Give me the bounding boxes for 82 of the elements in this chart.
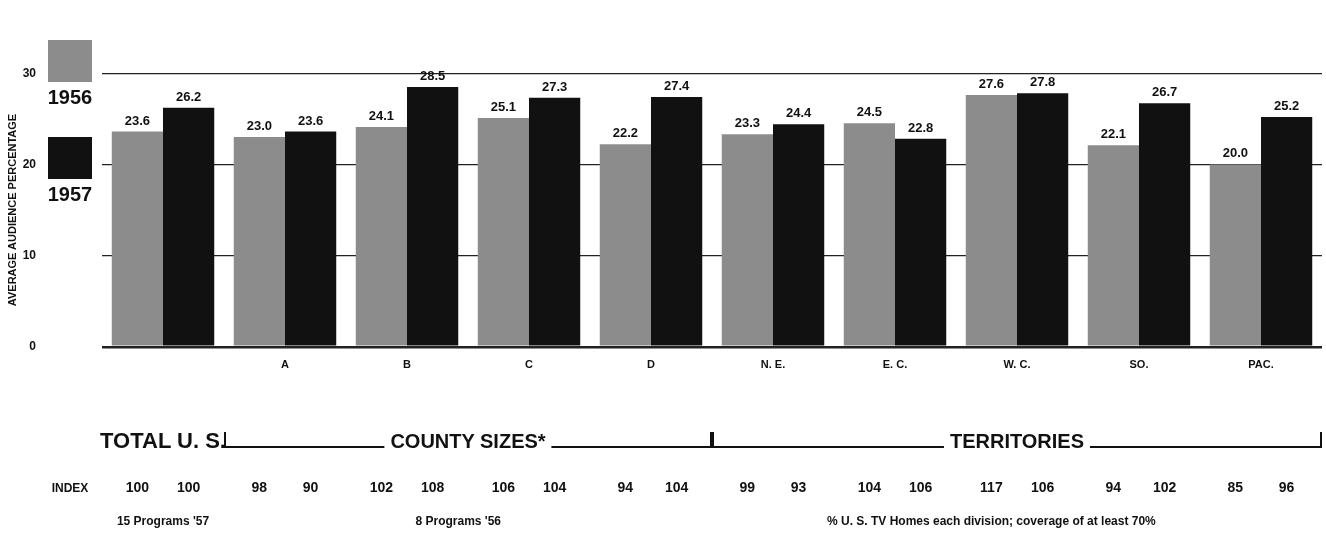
legend-label: 1957	[46, 183, 94, 206]
data-label: 27.6	[978, 76, 1005, 92]
x-tick-label: SO.	[1129, 358, 1149, 371]
data-label: 23.6	[297, 112, 324, 128]
text: 98	[251, 479, 268, 495]
text: % U. S. TV Homes each division; coverage of at least 70%	[826, 514, 1156, 528]
data-label: 23.6	[124, 112, 151, 128]
data-label: 25.1	[490, 98, 517, 114]
text: 100	[176, 479, 201, 495]
text: 108	[420, 479, 445, 495]
y-tick-label: 30	[22, 65, 37, 80]
text: TOTAL U. S.	[100, 428, 226, 453]
x-tick-label: W. C.	[1003, 358, 1031, 371]
text: 90	[302, 479, 319, 495]
bar	[111, 131, 163, 346]
bar	[721, 134, 773, 346]
x-tick-label: E. C.	[882, 358, 908, 371]
data-label: 24.5	[856, 104, 883, 120]
y-tick-label: 10	[22, 247, 37, 262]
data-label: 23.3	[734, 115, 761, 131]
text: 106	[908, 479, 933, 495]
data-label: 26.2	[175, 88, 202, 104]
bar	[233, 137, 285, 346]
x-tick-label: A	[281, 358, 290, 371]
bar	[529, 97, 581, 346]
y-tick-label: 20	[22, 156, 37, 171]
text: 94	[617, 479, 634, 495]
text: 104	[857, 479, 882, 495]
bar	[843, 123, 895, 346]
bar	[285, 131, 337, 346]
data-label: 24.4	[785, 105, 813, 121]
bar	[651, 96, 703, 346]
text: 15 Programs '57	[116, 514, 210, 528]
text: 94	[1105, 479, 1122, 495]
text: 85	[1227, 479, 1244, 495]
text: 99	[739, 479, 756, 495]
bar	[1087, 145, 1139, 346]
text: 104	[664, 479, 689, 495]
data-label: 26.7	[1151, 84, 1178, 100]
text: INDEX	[51, 481, 89, 495]
x-tick-label: N. E.	[760, 358, 786, 371]
data-label: 22.8	[907, 119, 934, 135]
data-label: 22.2	[612, 125, 639, 141]
data-label: 23.0	[246, 118, 273, 134]
x-tick-label: C	[525, 358, 534, 371]
data-label: 27.4	[663, 77, 691, 93]
text: 104	[542, 479, 567, 495]
text: 8 Programs '56	[415, 514, 502, 528]
text: COUNTY SIZES*	[390, 430, 546, 452]
text: 93	[790, 479, 807, 495]
bar	[965, 95, 1017, 346]
text: TERRITORIES	[949, 430, 1085, 452]
data-label: 27.8	[1029, 74, 1056, 90]
x-tick-label: D	[647, 358, 656, 371]
legend-label: 1956	[46, 86, 94, 109]
data-label: 25.2	[1273, 98, 1300, 114]
x-tick-label: B	[403, 358, 412, 371]
data-label: 27.3	[541, 78, 568, 94]
bar	[1261, 116, 1313, 346]
bar	[1139, 103, 1191, 346]
bar	[477, 117, 529, 346]
text: 96	[1278, 479, 1295, 495]
text: 117	[980, 479, 1003, 495]
y-axis-title: AVERAGE AUDIENCE PERCENTAGE	[5, 113, 18, 307]
text: 106	[1030, 479, 1055, 495]
x-tick-label: PAC.	[1248, 358, 1274, 371]
bar	[407, 86, 459, 346]
data-label: 22.1	[1100, 126, 1127, 142]
bar	[1017, 93, 1069, 346]
bar	[895, 138, 947, 346]
text: 102	[369, 479, 394, 495]
data-label: 24.1	[368, 108, 395, 124]
bar	[355, 127, 407, 346]
bar	[773, 124, 825, 346]
bar	[163, 107, 215, 346]
data-label: 20.0	[1222, 145, 1249, 161]
text: 102	[1152, 479, 1177, 495]
y-tick-label: 0	[29, 339, 37, 354]
text: 100	[125, 479, 150, 495]
bar	[1209, 164, 1261, 346]
bar	[599, 144, 651, 346]
text: 106	[491, 479, 516, 495]
